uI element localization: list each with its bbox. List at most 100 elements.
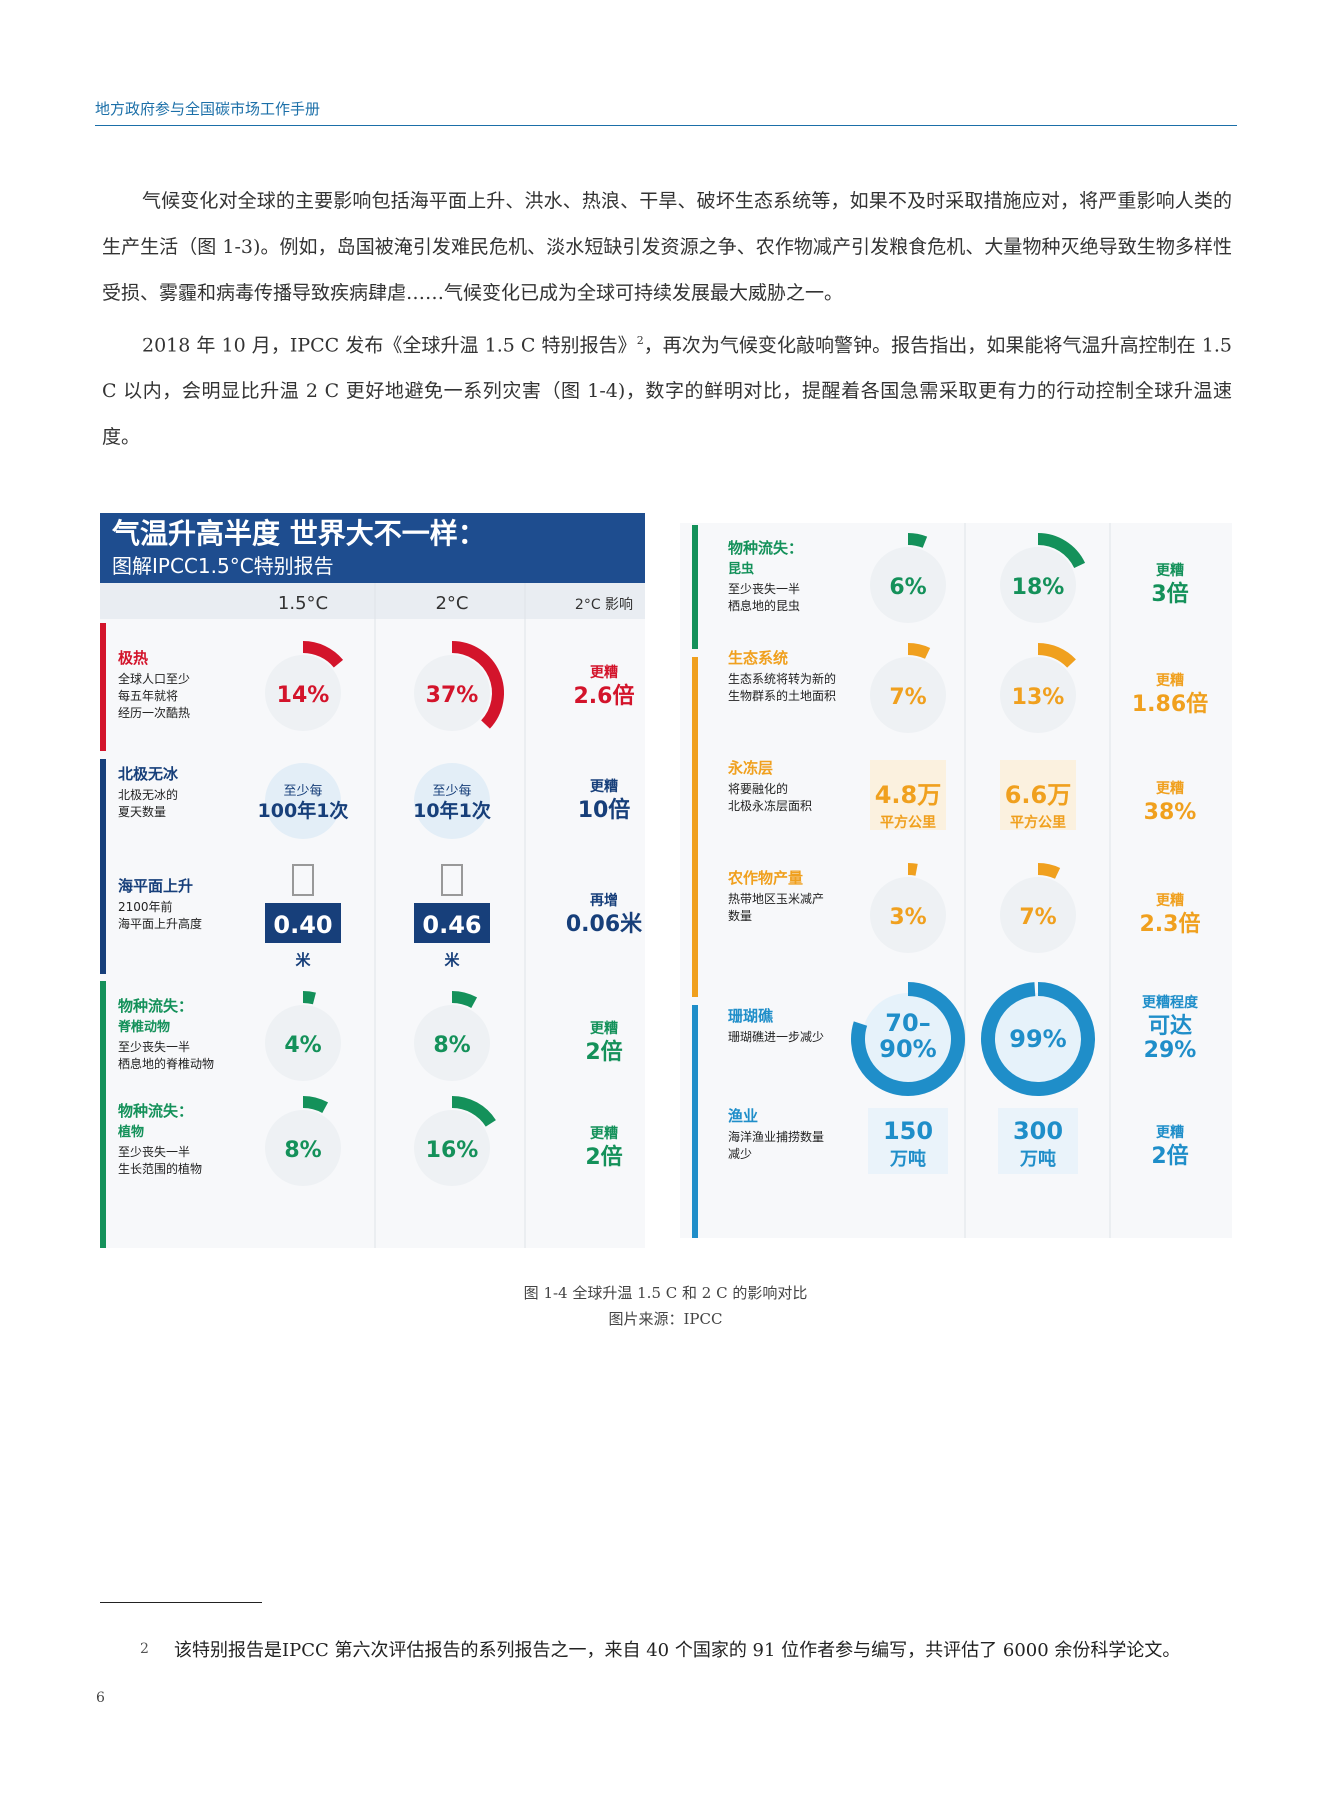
- figure-caption: 图 1-4 全球升温 1.5 C 和 2 C 的影响对比: [523, 1284, 808, 1302]
- fishery-title: 渔业: [728, 1107, 758, 1125]
- right-1-15-ring: [870, 657, 946, 733]
- right-0-subtitle: 昆虫: [728, 561, 754, 577]
- species-4-impact-value: 2倍: [585, 1144, 622, 1170]
- right-0-desc: 栖息地的昆虫: [728, 598, 800, 613]
- species-3-2-ring: [414, 1005, 490, 1081]
- species-3-2-arc: [451, 991, 478, 1009]
- running-header: 地方政府参与全国碳市场工作手册: [95, 100, 321, 118]
- right-1-desc: 生态系统将转为新的: [728, 671, 836, 686]
- right-1-2-value: 13%: [1012, 685, 1065, 710]
- footnote-ref[interactable]: 2: [636, 334, 644, 347]
- right-0-15-arc: [907, 533, 928, 548]
- heat-impact-value: 2.6倍: [574, 683, 635, 709]
- species-3-15-value: 4%: [284, 1033, 321, 1058]
- heat-desc: 每五年就将: [118, 688, 178, 703]
- right-1-impact-label: 更糟: [1156, 672, 1184, 689]
- ipcc-infographic: 气温升高半度 世界大不一样： 图解IPCC1.5°C特别报告 1.5°C 2°C…: [100, 513, 1232, 1248]
- species-4-15-arc: [302, 1096, 329, 1114]
- col-impact-label: 2°C 影响: [575, 597, 633, 613]
- sea-2-value: 0.46: [422, 911, 481, 939]
- fishery-unit: 万吨: [1019, 1148, 1056, 1170]
- permafrost-impact-value: 38%: [1144, 800, 1197, 825]
- right-0-2-ring: [1000, 547, 1076, 623]
- coral-2-value: 99%: [1009, 1025, 1066, 1053]
- right-3-15-value: 3%: [889, 905, 926, 930]
- fishery-value: 150: [883, 1117, 933, 1145]
- right-0-impact-value: 3倍: [1151, 581, 1188, 607]
- paragraph-2-a: 2018 年 10 月，IPCC 发布《全球升温 1.5 C 特别报告》: [142, 334, 637, 357]
- right-3-desc: 热带地区玉米减产: [728, 892, 824, 906]
- species-3-subtitle: 脊椎动物: [117, 1019, 170, 1035]
- coral-15-value: 70–: [885, 1009, 930, 1037]
- heat-2-ring: [414, 655, 490, 731]
- fishery-impact-label: 更糟: [1156, 1124, 1184, 1141]
- species-4-2-ring: [414, 1110, 490, 1186]
- footnote-text: 该特别报告是IPCC 第六次评估报告的系列报告之一，来自 40 个国家的 91 …: [174, 1640, 1181, 1661]
- coral-desc: 珊瑚礁进一步减少: [728, 1029, 824, 1044]
- permafrost-box: [1000, 760, 1076, 830]
- ruler-icon: [441, 864, 463, 896]
- fishery-desc: 减少: [728, 1147, 752, 1161]
- heat-15-ring: [265, 655, 341, 731]
- right-3-2-arc: [1037, 863, 1061, 879]
- fishery-box: [868, 1108, 948, 1174]
- sea-2-unit: 米: [444, 951, 460, 969]
- arctic-title: 北极无冰: [118, 765, 179, 783]
- fishery-impact-value: 2倍: [1151, 1143, 1188, 1169]
- arctic-15-pre: 至少每: [283, 783, 322, 799]
- right-0-2-value: 18%: [1012, 575, 1065, 600]
- footnote-rule: [100, 1602, 262, 1603]
- species-3-impact-value: 2倍: [585, 1039, 622, 1065]
- coral-impact-extra: 29%: [1144, 1038, 1197, 1063]
- right-3-title: 农作物产量: [727, 869, 803, 887]
- arctic-2-pre: 至少每: [432, 783, 471, 799]
- species-4-15-value: 8%: [284, 1138, 321, 1163]
- right-3-15-ring: [870, 877, 946, 953]
- right-3-desc: 数量: [728, 908, 752, 923]
- arctic-2-ring: [414, 763, 490, 839]
- arctic-impact-label: 更糟: [590, 778, 618, 795]
- right-0-15-ring: [870, 547, 946, 623]
- right-3-impact-value: 2.3倍: [1140, 911, 1201, 937]
- coral-15-ring: [862, 993, 954, 1085]
- right-1-desc: 生物群系的土地面积: [728, 688, 836, 703]
- arctic-15-ring: [265, 763, 341, 839]
- sea-15-water: [265, 903, 341, 943]
- right-3-2-value: 7%: [1019, 905, 1056, 930]
- permafrost-unit: 平方公里: [880, 814, 936, 831]
- coral-title: 珊瑚礁: [728, 1007, 773, 1025]
- permafrost-desc: 北极永冻层面积: [728, 798, 812, 813]
- coral-impact-label: 更糟程度: [1142, 994, 1199, 1011]
- heat-desc: 经历一次酷热: [118, 706, 190, 720]
- right-1-15-arc: [907, 643, 931, 659]
- right-3-impact-label: 更糟: [1156, 892, 1184, 909]
- species-3-desc: 栖息地的脊椎动物: [118, 1056, 214, 1071]
- arctic-15-value: 100年1次: [258, 799, 349, 822]
- heat-15-arc: [302, 641, 344, 668]
- paragraph-2: 2018 年 10 月，IPCC 发布《全球升温 1.5 C 特别报告》2，再次…: [102, 318, 1232, 460]
- paragraph-1: 气候变化对全球的主要影响包括海平面上升、洪水、热浪、干旱、破坏生态系统等，如果不…: [102, 190, 1232, 304]
- permafrost-impact-label: 更糟: [1156, 780, 1184, 797]
- figure-source: 图片来源：IPCC: [608, 1310, 723, 1328]
- col-15-label: 1.5°C: [278, 593, 328, 614]
- species-3-title: 物种流失：: [118, 997, 193, 1015]
- coral-15-arc: [851, 982, 965, 1096]
- species-3-desc: 至少丧失一半: [118, 1039, 190, 1054]
- infographic-subtitle: 图解IPCC1.5°C特别报告: [112, 554, 334, 578]
- fishery-desc: 海洋渔业捕捞数量: [728, 1129, 824, 1144]
- arctic-desc: 北极无冰的: [118, 787, 178, 802]
- footnote-number: 2: [140, 1641, 149, 1657]
- permafrost-value: 4.8万: [875, 781, 942, 809]
- right-0-desc: 至少丧失一半: [728, 581, 800, 596]
- right-1-2-arc: [1037, 643, 1076, 668]
- permafrost-title: 永冻层: [727, 759, 773, 777]
- fishery-box: [998, 1108, 1078, 1174]
- title-banner: [100, 513, 645, 583]
- paragraph-2-b: ，再次为气候变化敲响警钟。报告指出，如果能将气温升高控制在 1.5 C 以内，会…: [102, 334, 1232, 449]
- permafrost-box: [870, 760, 946, 830]
- species-4-title: 物种流失：: [118, 1102, 193, 1120]
- species-4-2-arc: [451, 1096, 496, 1127]
- header-rule: [95, 125, 1237, 126]
- fishery-value: 300: [1013, 1117, 1063, 1145]
- sea-15-unit: 米: [295, 951, 311, 969]
